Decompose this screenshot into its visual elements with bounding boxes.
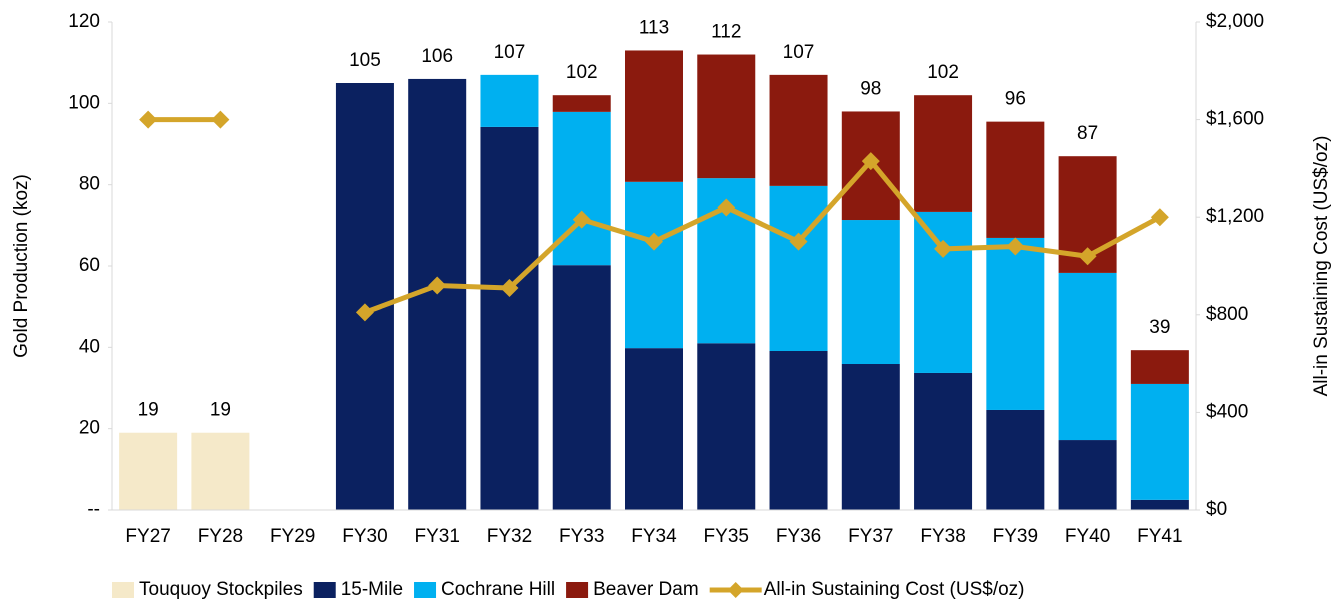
total-label: 107 xyxy=(783,42,815,63)
bar-segment xyxy=(697,54,756,179)
bar-segment xyxy=(1058,440,1117,510)
marker xyxy=(1150,208,1169,227)
total-label: 102 xyxy=(566,62,598,83)
bar-segment xyxy=(1130,499,1189,510)
bar-segment xyxy=(986,121,1045,238)
y-tick-label: 100 xyxy=(68,92,100,113)
total-label: 112 xyxy=(711,22,741,43)
x-tick-label: FY30 xyxy=(342,526,387,547)
x-tick-label: FY27 xyxy=(125,526,170,547)
marker xyxy=(500,278,519,297)
legend-swatch xyxy=(112,582,134,598)
bar-segment xyxy=(769,185,828,351)
x-tick-label: FY38 xyxy=(920,526,965,547)
legend-swatch xyxy=(414,582,437,598)
bar-segment xyxy=(914,211,973,373)
x-tick-label: FY41 xyxy=(1137,526,1182,547)
total-label: 19 xyxy=(210,400,231,421)
total-label: 106 xyxy=(421,46,453,67)
marker xyxy=(934,239,953,258)
y2-axis-title: All-in Sustaining Cost (US$/oz) xyxy=(1311,136,1332,397)
x-tick-label: FY35 xyxy=(704,526,749,547)
marker xyxy=(572,210,591,229)
bar-segment xyxy=(769,350,828,510)
bar-segment xyxy=(119,432,178,510)
total-label: 113 xyxy=(639,17,669,38)
y-tick-label: 120 xyxy=(68,11,100,32)
y-tick-label: 80 xyxy=(79,174,100,195)
legend-label: Beaver Dam xyxy=(593,579,699,600)
bar-segment xyxy=(841,220,900,365)
bar-segment xyxy=(914,95,973,212)
x-tick-label: FY29 xyxy=(270,526,315,547)
total-label: 98 xyxy=(860,78,881,99)
bar-segment xyxy=(335,83,394,510)
bar-segment xyxy=(552,95,611,112)
y-tick-label: 60 xyxy=(79,255,100,276)
total-label: 96 xyxy=(1005,89,1026,110)
marker xyxy=(211,110,230,129)
bar-segment xyxy=(1130,383,1189,500)
marker xyxy=(789,232,808,251)
bar-segment xyxy=(697,343,756,510)
legend-swatch xyxy=(566,582,589,598)
y-tick-label: 40 xyxy=(79,336,100,357)
y-tick-label: 20 xyxy=(79,418,100,439)
bar-segment xyxy=(480,74,539,127)
x-tick-label: FY31 xyxy=(414,526,459,547)
marker xyxy=(717,198,736,217)
bar-segment xyxy=(914,372,973,510)
total-label: 19 xyxy=(138,400,159,421)
bar-segment xyxy=(1058,272,1117,441)
bar-segment xyxy=(191,432,250,510)
y2-tick-label: $1,200 xyxy=(1206,206,1264,227)
x-tick-label: FY39 xyxy=(993,526,1038,547)
legend-swatch xyxy=(727,582,744,598)
legend-label: Cochrane Hill xyxy=(441,579,555,600)
total-label: 39 xyxy=(1149,317,1170,338)
bar-segment xyxy=(625,181,683,349)
x-tick-label: FY40 xyxy=(1065,526,1110,547)
bar-segment xyxy=(625,348,683,510)
x-tick-label: FY36 xyxy=(776,526,821,547)
bar-segment xyxy=(625,50,683,182)
total-label: 107 xyxy=(494,42,526,63)
marker xyxy=(355,303,374,322)
y-axis-title: Gold Production (koz) xyxy=(11,174,32,358)
bar-segment xyxy=(480,126,539,511)
line xyxy=(148,117,1162,315)
y2-tick-label: $0 xyxy=(1206,499,1227,520)
total-label: 105 xyxy=(349,50,381,71)
legend-label: All-in Sustaining Cost (US$/oz) xyxy=(764,579,1025,600)
marker xyxy=(1078,247,1097,266)
bar-segment xyxy=(986,237,1045,410)
marker xyxy=(861,152,880,171)
legend-swatch xyxy=(313,582,336,598)
bar-segment xyxy=(769,74,828,186)
total-label: 87 xyxy=(1077,123,1098,144)
y2-tick-label: $800 xyxy=(1206,304,1248,325)
x-tick-label: FY28 xyxy=(198,526,243,547)
legend-label: Touquoy Stockpiles xyxy=(139,579,303,600)
marker xyxy=(645,232,663,251)
bar-segment xyxy=(1130,350,1189,384)
x-tick-label: FY32 xyxy=(487,526,532,547)
y2-tick-label: $1,600 xyxy=(1206,109,1264,130)
marker xyxy=(1006,237,1025,256)
x-tick-label: FY33 xyxy=(559,526,604,547)
y2-tick-label: $400 xyxy=(1206,401,1248,422)
bar-segment xyxy=(841,364,900,510)
y2-tick-label: $2,000 xyxy=(1206,11,1264,32)
legend-label: 15-Mile xyxy=(341,579,403,600)
y-tick-label: -- xyxy=(87,499,100,520)
total-label: 102 xyxy=(927,62,959,83)
bar-segment xyxy=(986,409,1045,510)
marker xyxy=(139,110,158,129)
x-tick-label: FY37 xyxy=(848,526,893,547)
x-tick-label: FY34 xyxy=(631,526,677,547)
marker xyxy=(428,276,447,295)
bar-segment xyxy=(552,265,611,510)
